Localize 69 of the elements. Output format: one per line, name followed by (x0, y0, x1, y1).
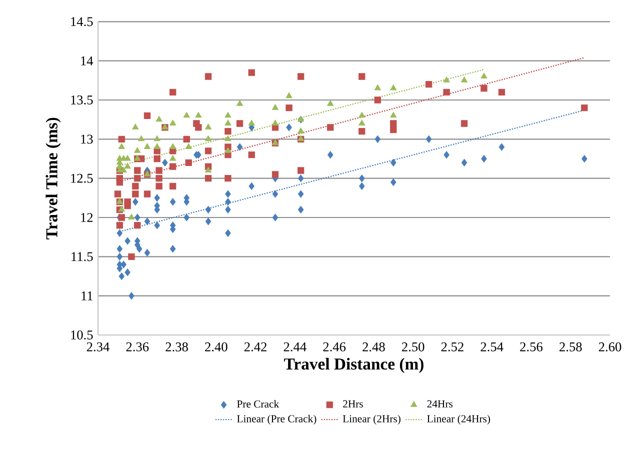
x-tick-label: 2.58 (560, 342, 582, 352)
point (156, 116, 162, 122)
x-tick-label: 2.36 (126, 342, 149, 352)
x-tick-label: 2.46 (323, 342, 346, 352)
y-tick-label: 12.5 (71, 174, 93, 183)
point (224, 120, 232, 126)
point (461, 76, 468, 82)
x-tick-label: 2.56 (520, 342, 543, 352)
point (183, 112, 190, 118)
x-tick-label: 2.54 (480, 342, 504, 352)
point (170, 120, 176, 126)
point (480, 72, 488, 79)
point (358, 120, 366, 126)
y-tick-label: 10.5 (71, 330, 93, 340)
point (298, 128, 304, 134)
legend-label: 24Hrs (427, 400, 452, 408)
legend-label: Linear (24Hrs) (427, 414, 490, 425)
point (374, 84, 381, 90)
x-tick-label: 2.50 (402, 342, 424, 352)
y-tick-label: 13.5 (71, 96, 93, 105)
y-tick-label: 11.5 (72, 252, 93, 262)
point (224, 112, 232, 118)
legend-label: Linear (Pre Crack) (237, 414, 316, 425)
x-tick-label: 2.38 (166, 342, 188, 352)
point (170, 143, 176, 150)
y-tick-label: 11 (82, 291, 92, 300)
point (118, 143, 125, 150)
point (272, 104, 279, 110)
y-axis-title: Travel Time (ms) (46, 118, 61, 240)
point (124, 162, 131, 169)
y-tick-label: 14.5 (71, 17, 93, 26)
point (443, 76, 450, 82)
x-tick-label: 2.60 (598, 342, 622, 352)
point (144, 143, 151, 150)
y-tick-label: 14 (81, 56, 94, 66)
point (128, 214, 135, 220)
point (138, 135, 145, 142)
point (272, 120, 279, 126)
point (134, 147, 141, 153)
x-tick-label: 2.34 (86, 342, 110, 352)
point (124, 155, 131, 161)
legend-label: 2Hrs (343, 400, 363, 408)
legend-label: Linear (2Hrs) (342, 414, 400, 425)
point (205, 166, 212, 173)
y-tick-label: 12 (81, 213, 93, 222)
point (358, 112, 366, 118)
x-tick-label: 2.42 (244, 342, 266, 352)
x-tick-label: 2.48 (362, 342, 385, 352)
point (236, 100, 244, 106)
point (195, 112, 202, 118)
point (170, 155, 176, 161)
legend-label: Pre Crack (237, 400, 280, 408)
point (154, 135, 160, 142)
x-tick-label: 2.52 (441, 342, 464, 352)
point (327, 100, 334, 106)
point (224, 147, 232, 153)
point (205, 124, 212, 130)
y-tick-label: 13 (81, 134, 93, 144)
x-axis-title: Travel Distance (m) (284, 358, 424, 374)
point (390, 84, 397, 90)
point (390, 112, 397, 118)
point (286, 92, 292, 98)
point (224, 135, 232, 142)
point (132, 124, 139, 130)
point (154, 143, 160, 150)
x-tick-label: 2.44 (284, 342, 306, 352)
x-tick-label: 2.40 (205, 342, 228, 352)
point (185, 143, 192, 150)
point (205, 135, 212, 142)
